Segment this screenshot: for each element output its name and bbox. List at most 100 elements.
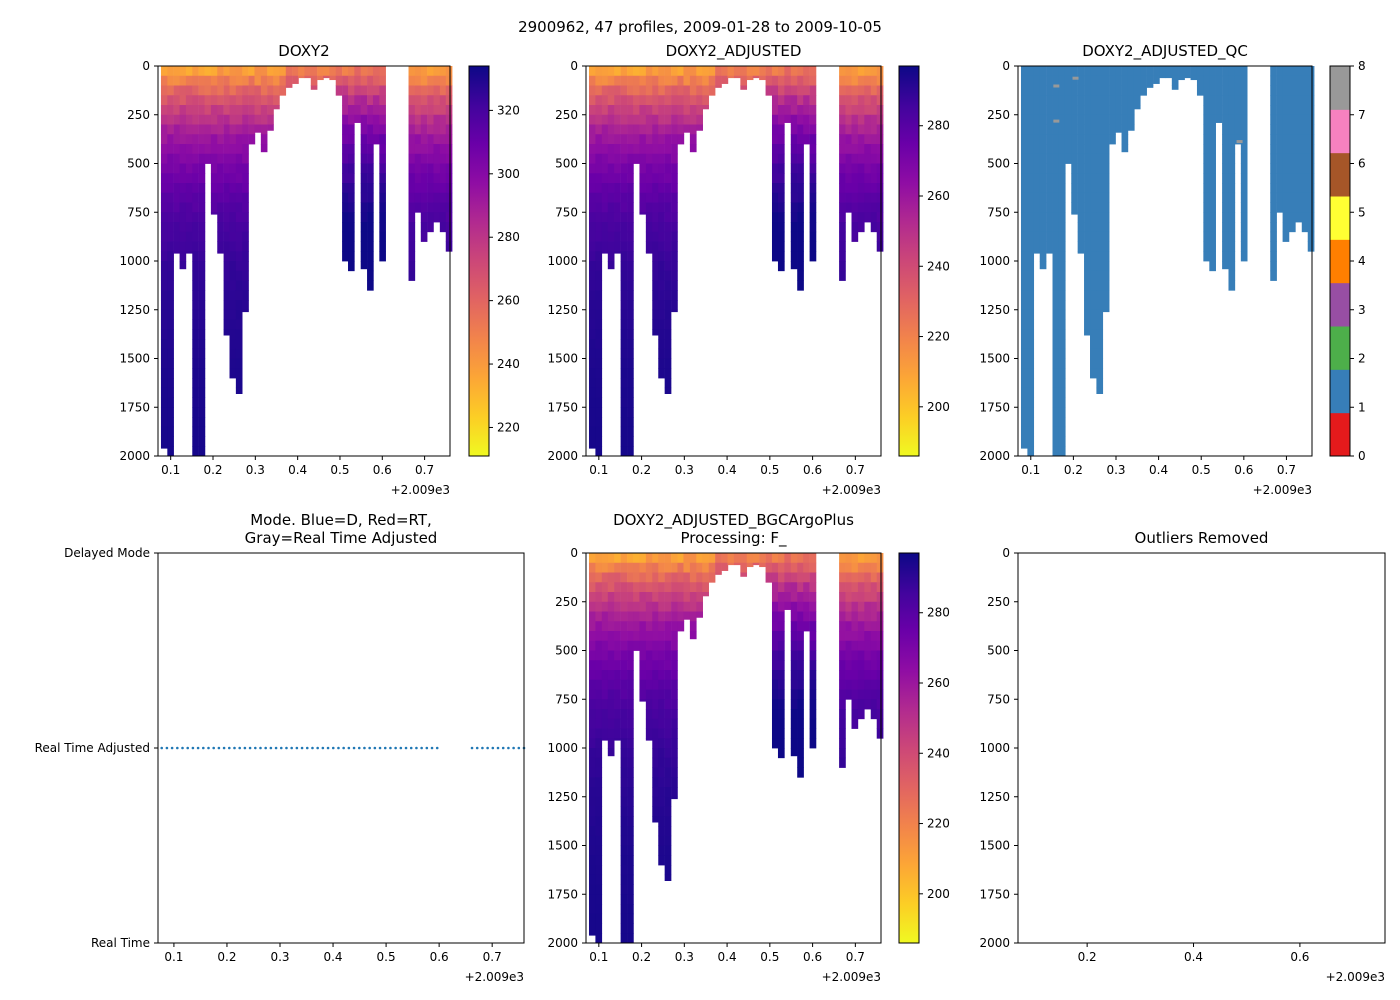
heatmap-cell [1222,261,1229,270]
x-tick-label: 0.7 [1277,463,1296,477]
heatmap-cell [664,173,672,184]
heatmap-cell [601,699,609,710]
heatmap-cell [588,202,596,213]
heatmap-cell [797,261,804,272]
heatmap-cell [1096,66,1104,77]
heatmap-cell [198,387,206,398]
heatmap-cell [210,202,218,213]
heatmap-cell [1046,66,1053,77]
heatmap-cell [790,95,798,106]
heatmap-cell [664,114,672,125]
heatmap-cell [790,105,798,116]
heatmap-cell [372,85,380,96]
heatmap-cell [1033,202,1041,213]
x-tick-label: 0.6 [803,463,822,477]
heatmap-cell [285,66,293,77]
heatmap-cell [1039,95,1047,106]
heatmap-cell [210,105,218,116]
heatmap-cell [1052,124,1060,135]
heatmap-cell [1084,144,1091,155]
heatmap-cell [588,884,596,895]
heatmap-cell [658,592,665,603]
heatmap-cell [790,660,798,671]
heatmap-cell [588,660,596,671]
heatmap-cell [664,826,672,837]
heatmap-cell [645,95,653,106]
heatmap-cell [427,124,434,135]
heatmap-cell [851,114,859,125]
heatmap-cell [845,592,853,603]
heatmap-cell [367,66,374,77]
heatmap-cell [210,144,218,155]
heatmap-cell [248,75,256,86]
heatmap-cell [1027,114,1035,125]
y-tick-label: 1750 [979,887,1010,901]
mode-point [160,746,164,750]
heatmap-cell [588,309,596,320]
heatmap-cell [242,270,249,281]
heatmap-cell [614,173,621,184]
heatmap-cell [235,144,243,155]
heatmap-cell [864,650,872,661]
heatmap-cell [1084,183,1091,194]
heatmap-cell [1033,144,1041,155]
heatmap-cell [439,124,447,135]
heatmap-cell [620,718,628,729]
heatmap-cell [439,95,447,106]
heatmap-cell [652,748,659,759]
heatmap-cell [1058,241,1066,252]
heatmap-cell [360,251,368,262]
heatmap-cell [588,426,596,437]
heatmap-cell [790,261,798,270]
heatmap-cell [777,611,785,622]
heatmap-cell [588,787,596,798]
heatmap-cell [652,300,659,311]
heatmap-cell [627,874,634,885]
heatmap-cell [1077,173,1085,184]
heatmap-cell [433,192,441,203]
heatmap-cell [372,66,380,77]
heatmap-cell [1270,261,1277,272]
heatmap-cell [1058,114,1066,125]
heatmap-cell [229,183,237,194]
heatmap-cell [192,241,199,252]
heatmap-cell [777,738,785,749]
heatmap-cell [1020,192,1028,203]
heatmap-cell [223,105,231,116]
heatmap-cell [645,601,653,612]
heatmap-cell [1240,95,1248,106]
heatmap-cell [160,124,168,135]
heatmap-cell [876,134,884,145]
heatmap-cell [658,153,665,164]
heatmap-cell [1020,85,1028,96]
heatmap-cell [223,114,231,125]
heatmap-cell [1084,222,1091,233]
heatmap-cell [639,582,647,593]
heatmap-cell [223,241,231,252]
heatmap-cell [771,183,779,194]
heatmap-cell [229,95,237,106]
heatmap-cell [870,212,878,223]
heatmap-cell [342,192,349,203]
heatmap-cell [671,689,678,700]
heatmap-cell [627,650,634,661]
heatmap-cell [372,105,380,116]
heatmap-cell [1033,163,1041,174]
heatmap-cell [427,173,434,184]
heatmap-cell [342,95,349,106]
colorbar-tick-label: 200 [927,887,950,901]
heatmap-cell [671,757,678,768]
heatmap-cell [708,66,716,77]
heatmap-cell [367,95,374,106]
heatmap-cell [677,134,685,145]
heatmap-cell [167,261,174,272]
heatmap-cell [627,300,634,311]
heatmap-cell [645,553,653,564]
heatmap-cell [645,728,653,739]
heatmap-cell [1282,124,1290,135]
heatmap-cell [702,105,709,110]
heatmap-cell [627,787,634,798]
heatmap-cell [588,163,596,174]
heatmap-cell [1027,348,1035,359]
heatmap-cell [367,163,374,174]
